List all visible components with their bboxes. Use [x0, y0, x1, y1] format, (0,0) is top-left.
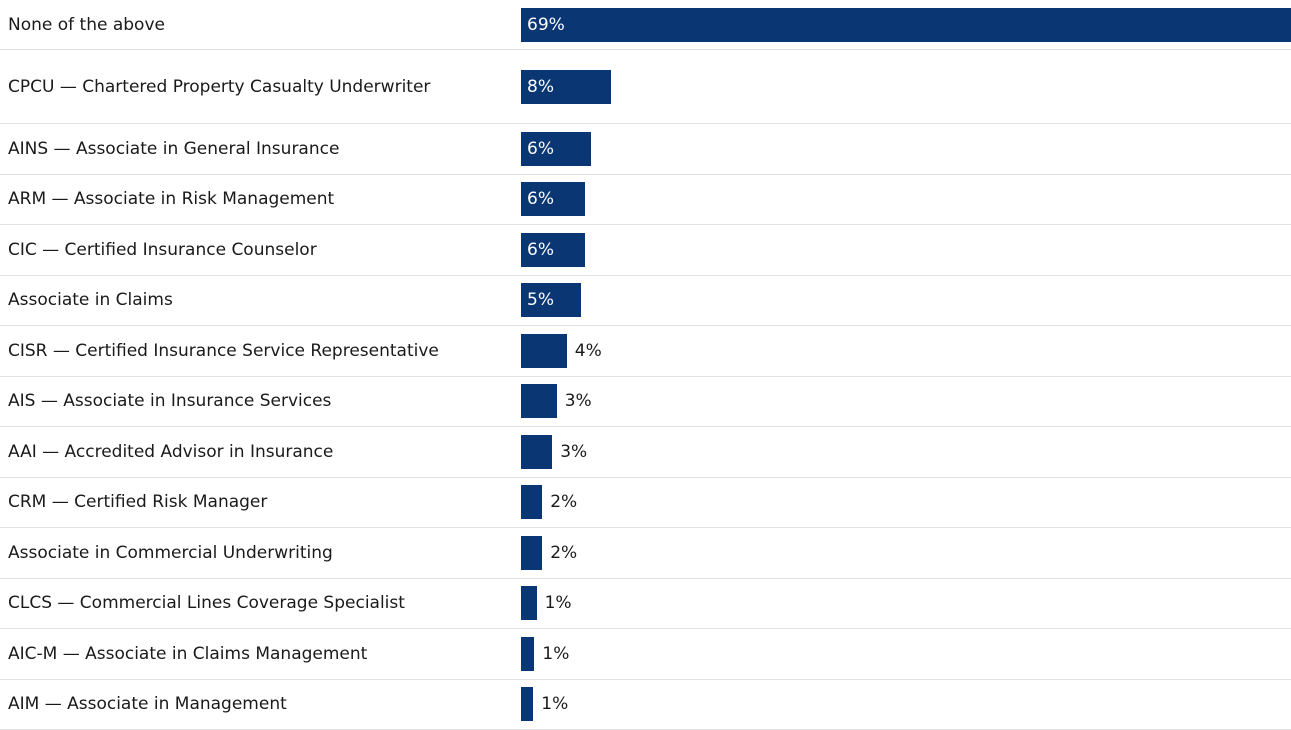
bar — [521, 636, 535, 671]
row: ARM — Associate in Risk Management 6% — [0, 175, 1291, 225]
category-label: ARM — Associate in Risk Management — [8, 189, 335, 210]
category-label: AIC-M — Associate in Claims Management — [8, 643, 368, 664]
value-label: 3% — [564, 391, 592, 412]
bar — [521, 535, 543, 570]
row: AINS — Associate in General Insurance 6% — [0, 124, 1291, 175]
bar: 6% — [521, 131, 592, 166]
value-label: 1% — [542, 643, 570, 664]
row: AIC-M — Associate in Claims Management 1% — [0, 629, 1291, 680]
row: AIS — Associate in Insurance Services 3% — [0, 377, 1291, 427]
category-label: AIM — Associate in Management — [8, 694, 287, 715]
value-label: 2% — [550, 542, 578, 563]
bar: 69% — [521, 7, 1291, 42]
value-label: 6% — [527, 189, 554, 210]
category-label: CISR — Certified Insurance Service Repre… — [8, 340, 439, 361]
row: CPCU — Chartered Property Casualty Under… — [0, 50, 1291, 124]
category-label: CRM — Certified Risk Manager — [8, 492, 268, 513]
row: CISR — Certified Insurance Service Repre… — [0, 326, 1291, 377]
value-label: 8% — [527, 76, 554, 97]
row: Associate in Commercial Underwriting 2% — [0, 528, 1291, 579]
category-label: CIC — Certified Insurance Counselor — [8, 239, 317, 260]
bar — [521, 586, 537, 621]
bar — [521, 384, 557, 419]
bar: 5% — [521, 283, 582, 318]
row: None of the above 69% — [0, 0, 1291, 50]
category-label: None of the above — [8, 14, 165, 35]
row: AIM — Associate in Management 1% — [0, 680, 1291, 730]
bar: 8% — [521, 69, 612, 104]
bar — [521, 687, 534, 722]
category-label: CPCU — Chartered Property Casualty Under… — [8, 76, 431, 97]
value-label: 1% — [544, 593, 572, 614]
row: CLCS — Commercial Lines Coverage Special… — [0, 579, 1291, 629]
category-label: AINS — Associate in General Insurance — [8, 138, 340, 159]
bar — [521, 485, 543, 520]
bar — [521, 333, 567, 368]
category-label: Associate in Commercial Underwriting — [8, 542, 333, 563]
category-label: Associate in Claims — [8, 290, 173, 311]
value-label: 4% — [574, 340, 602, 361]
bar — [521, 434, 553, 469]
value-label: 1% — [541, 694, 569, 715]
value-label: 6% — [527, 138, 554, 159]
row: Associate in Claims 5% — [0, 276, 1291, 326]
row: CRM — Certified Risk Manager 2% — [0, 478, 1291, 528]
row: AAI — Accredited Advisor in Insurance 3% — [0, 427, 1291, 478]
value-label: 3% — [560, 441, 588, 462]
category-label: AIS — Associate in Insurance Services — [8, 391, 332, 412]
category-label: CLCS — Commercial Lines Coverage Special… — [8, 593, 405, 614]
bar: 6% — [521, 182, 585, 217]
category-label: AAI — Accredited Advisor in Insurance — [8, 441, 334, 462]
value-label: 5% — [527, 290, 554, 311]
value-label: 69% — [527, 14, 565, 35]
row: CIC — Certified Insurance Counselor 6% — [0, 225, 1291, 276]
bar: 6% — [521, 232, 585, 267]
value-label: 6% — [527, 239, 554, 260]
value-label: 2% — [550, 492, 578, 513]
